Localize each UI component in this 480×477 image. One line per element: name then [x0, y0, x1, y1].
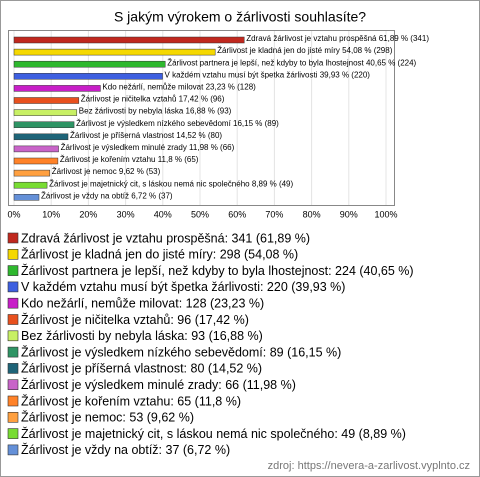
legend-swatch	[7, 265, 19, 276]
legend-swatch	[7, 363, 19, 374]
bar-label: Žárlivost je kladná jen do jisté míry 54…	[217, 46, 393, 55]
x-tick-label: 90%	[340, 209, 358, 219]
x-tick-label: 60%	[228, 209, 246, 219]
source: zdroj: https://nevera-a-zarlivost.vyplnt…	[268, 460, 470, 472]
legend-label: Žárlivost je kořením vztahu: 65 (11,8 %)	[21, 393, 241, 408]
bar	[13, 145, 59, 153]
bar	[13, 157, 59, 165]
bar	[13, 121, 75, 128]
bar-label: Žárlivost je výsledkem nízkého sebevědom…	[76, 119, 279, 128]
bar	[13, 73, 163, 80]
legend-swatch	[7, 330, 19, 342]
chart-title: S jakým výrokem o žárlivosti souhlasíte?	[114, 9, 366, 25]
plot-area	[8, 30, 395, 206]
legend-label: Žárlivost je příšerná vlastnost: 80 (14,…	[21, 361, 262, 376]
legend-swatch	[7, 395, 19, 407]
legend-swatch	[7, 249, 19, 260]
legend-swatch	[7, 346, 19, 358]
bar-label: Žárlivost partnera je lepší, než kdyby t…	[167, 58, 416, 67]
x-tick-label: 100%	[374, 209, 397, 219]
legend-label: Žárlivost je výsledkem nízkého sebevědom…	[21, 344, 341, 359]
legend-label: Žárlivost je majetnický cit, s láskou ne…	[21, 426, 406, 441]
bar	[13, 181, 48, 189]
legend-label: Zdravá žárlivost je vztahu prospěšná: 34…	[21, 231, 310, 245]
bar-label: Žárlivost je výsledkem minulé zrady 11,9…	[61, 143, 235, 152]
legend-swatch	[7, 444, 19, 456]
legend-swatch	[7, 428, 19, 439]
legend-swatch	[7, 281, 19, 293]
bar	[13, 169, 51, 177]
x-tick-label: 50%	[191, 209, 209, 219]
legend-swatch	[7, 232, 19, 244]
legend-label: Žárlivost je nemoc: 53 (9,62 %)	[21, 410, 194, 425]
legend-label: Bez žárlivosti by nebyla láska: 93 (16,8…	[21, 329, 263, 343]
bar	[13, 48, 216, 56]
x-tick-label: 70%	[265, 209, 283, 219]
bar	[13, 194, 40, 201]
bar-label: Žárlivost je majetnický cit, s láskou ne…	[49, 179, 293, 188]
bar-label: Kdo nežárlí, nemůže milovat 23,23 % (128…	[102, 83, 256, 92]
bar-label: Bez žárlivosti by nebyla láska 16,88 % (…	[79, 107, 232, 116]
bar	[13, 36, 245, 44]
x-tick-label: 0%	[7, 209, 20, 219]
bar-label: Žárlivost je příšerná vlastnost 14,52 % …	[70, 131, 222, 140]
bar-label: Zdravá žárlivost je vztahu prospěšná 61,…	[246, 34, 429, 43]
legend-label: Žárlivost je výsledkem minulé zrady: 66 …	[21, 377, 296, 392]
legend-swatch	[7, 297, 19, 309]
bar-label: Žárlivost je kořením vztahu 11,8 % (65)	[60, 155, 199, 164]
x-tick-label: 80%	[303, 209, 321, 219]
bar-label: Žárlivost je ničitelka vztahů 17,42 % (9…	[81, 95, 225, 104]
legend-swatch	[7, 379, 19, 391]
bar	[13, 133, 69, 141]
legend-label: Žárlivost je ničitelka vztahů: 96 (17,42…	[21, 312, 249, 327]
legend-label: Žárlivost je kladná jen do jisté míry: 2…	[21, 247, 298, 262]
bar	[13, 60, 166, 68]
x-tick-label: 10%	[42, 209, 60, 219]
bar	[13, 109, 78, 116]
legend-label: Žárlivost partnera je lepší, než kdyby t…	[21, 263, 414, 278]
legend-label: V každém vztahu musí být špetka žárlivos…	[21, 280, 345, 294]
legend-label: Kdo nežárlí, nemůže milovat: 128 (23,23 …	[21, 296, 264, 310]
bar	[13, 85, 101, 92]
legend-label: Žárlivost je vždy na obtíž: 37 (6,72 %)	[21, 442, 230, 457]
legend-swatch	[7, 314, 19, 325]
x-tick-label: 20%	[79, 209, 97, 219]
bar	[13, 97, 80, 104]
bar-label: Žárlivost je vždy na obtíž 6,72 % (37)	[41, 191, 173, 200]
legend-swatch	[7, 411, 19, 423]
x-tick-label: 40%	[154, 209, 172, 219]
x-tick-label: 30%	[117, 209, 135, 219]
bar-label: V každém vztahu musí být špetka žárlivos…	[165, 70, 371, 79]
bar-label: Žárlivost je nemoc 9,62 % (53)	[52, 167, 161, 176]
